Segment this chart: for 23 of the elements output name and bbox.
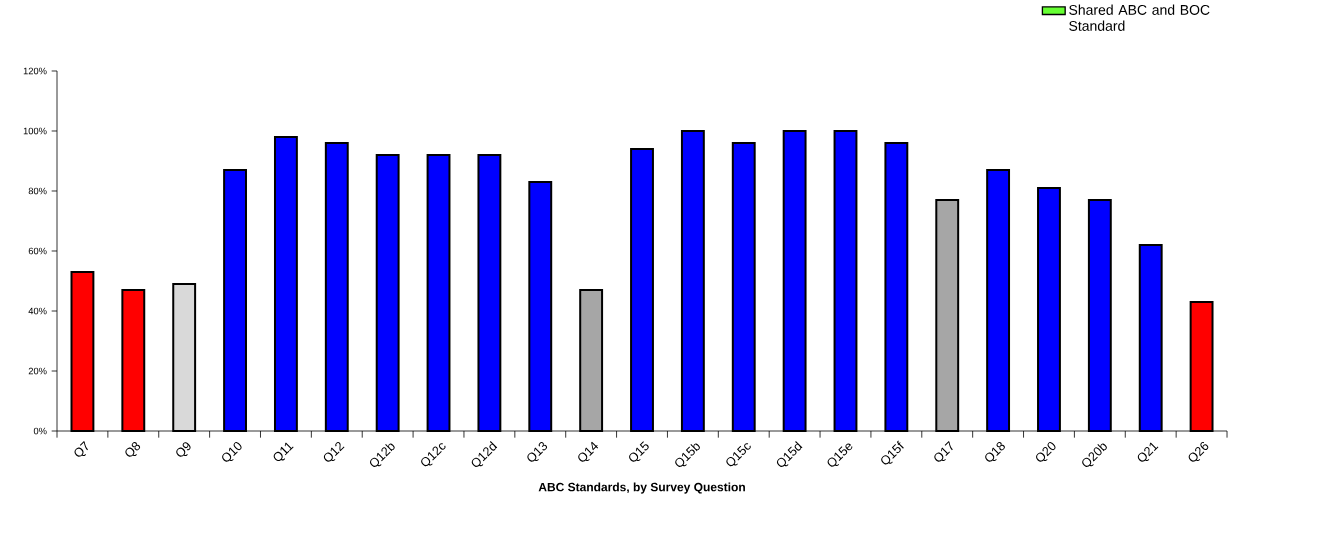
legend-label: Shared ABC and BOC Standard [1069, 4, 1210, 31]
x-tick-label: Q18 [985, 441, 1005, 462]
y-tick-label: 120% [23, 67, 47, 75]
y-tick-label: 40% [28, 307, 47, 315]
x-tick-label: Q10 [222, 442, 242, 462]
y-tick-label: 80% [28, 187, 47, 195]
y-tick-label: 0% [33, 427, 47, 435]
x-tick-label: Q14 [578, 441, 599, 462]
x-tick-label: Q20 [1036, 442, 1056, 462]
x-tick-label: Q11 [273, 442, 294, 461]
x-tick-label: Q21 [1137, 442, 1159, 462]
x-tick-label: Q9 [176, 442, 191, 457]
x-tick-label: Q26 [1188, 441, 1209, 462]
x-tick-label: Q7 [74, 441, 89, 457]
y-tick-label: 60% [28, 247, 47, 255]
y-tick-label: 100% [23, 127, 47, 135]
x-tick-label: Q12 [323, 441, 345, 462]
x-tick-label: Q15 [629, 441, 649, 462]
x-tick-label: Q17 [934, 441, 953, 462]
y-tick-label: 20% [28, 367, 47, 375]
x-tick-label: Q8 [125, 441, 141, 457]
x-axis-title: ABC Standards, by Survey Question [538, 482, 745, 494]
x-tick-label: Q13 [527, 441, 548, 462]
